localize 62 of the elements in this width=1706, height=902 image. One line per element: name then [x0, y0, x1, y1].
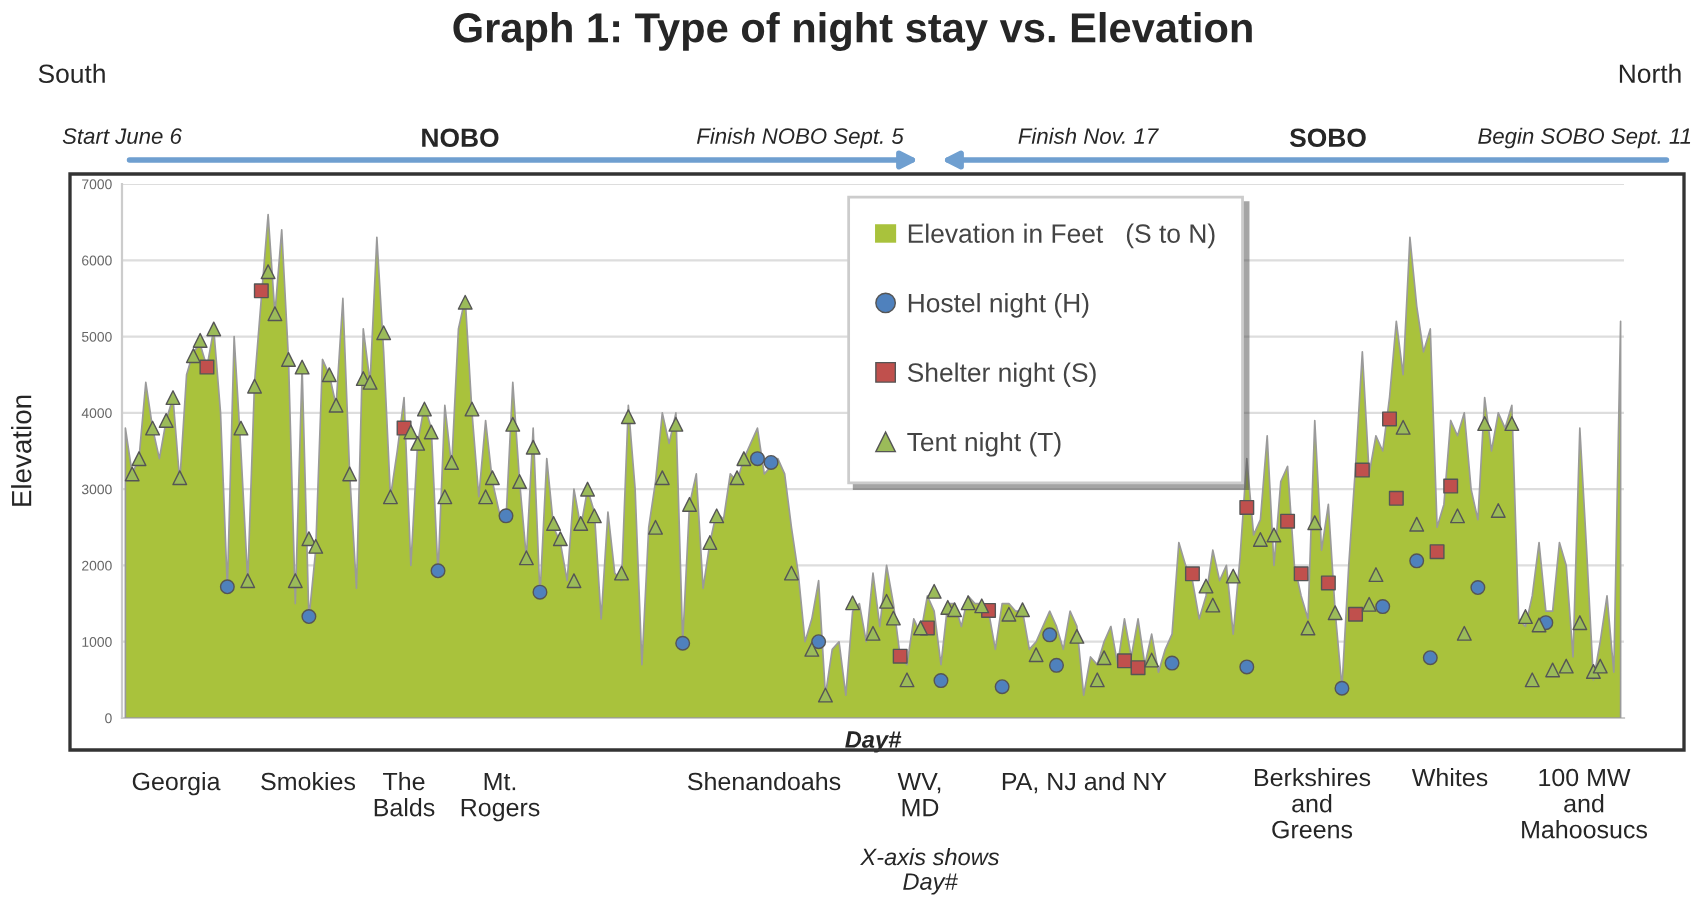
point	[1470, 580, 1486, 596]
point	[933, 673, 949, 689]
text: PA, NJ and NY	[1002, 772, 1167, 794]
text: Finish Nov. 17	[1018, 127, 1159, 144]
point	[199, 359, 215, 375]
point	[498, 508, 514, 524]
text: The Balds	[374, 772, 435, 817]
point	[749, 451, 765, 467]
text: X-axis shows Day#	[860, 848, 1000, 895]
text: Shenandoahs	[687, 772, 841, 791]
point	[1164, 655, 1180, 671]
point	[1409, 553, 1425, 569]
point	[532, 584, 548, 600]
point	[1443, 478, 1459, 494]
text: Georgia	[132, 772, 221, 796]
point	[430, 563, 446, 579]
point	[1354, 462, 1370, 478]
point	[763, 454, 779, 470]
point	[675, 635, 691, 651]
text: SOBO	[1289, 128, 1366, 148]
point	[1042, 627, 1058, 643]
chart-title: Graph 1: Type of night stay vs. Elevation	[453, 12, 1252, 52]
point	[1320, 575, 1336, 591]
legend-label: Shelter night (S)	[907, 362, 1096, 388]
point	[1382, 411, 1398, 427]
point	[811, 634, 827, 650]
legend-label: Hostel night (H)	[908, 293, 1089, 318]
point	[1348, 606, 1364, 622]
point	[1388, 490, 1404, 506]
point	[1375, 599, 1391, 615]
point	[219, 579, 235, 595]
point	[1184, 566, 1200, 582]
point	[301, 609, 317, 625]
y-axis-title: Elevation	[11, 395, 32, 506]
point	[994, 679, 1010, 695]
point	[253, 283, 269, 299]
point	[1334, 680, 1350, 696]
text: Finish NOBO Sept. 5	[696, 127, 904, 149]
point	[1239, 499, 1255, 515]
text: Mt. Rogers	[461, 772, 540, 822]
point	[1429, 544, 1445, 560]
point	[1293, 566, 1309, 582]
text: NOBO	[422, 128, 499, 148]
text: Begin SOBO Sept. 11	[1478, 127, 1691, 149]
text: North	[1619, 63, 1681, 84]
point	[1280, 513, 1296, 529]
legend-label: Tent night (T)	[907, 431, 1061, 457]
text: Whites	[1411, 768, 1488, 787]
text: 100 MW and Mahoosucs	[1522, 768, 1648, 839]
point	[892, 648, 908, 664]
text: Smokies	[261, 772, 356, 791]
point	[1422, 650, 1438, 666]
legend-label: Elevation in Feet (S to N)	[908, 223, 1215, 249]
point	[1116, 653, 1132, 669]
text: WV, MD	[897, 772, 941, 817]
text: South	[38, 63, 105, 84]
point	[1239, 659, 1255, 675]
point	[1130, 660, 1146, 676]
point	[1049, 657, 1065, 673]
x-axis-title: Day#	[845, 731, 902, 753]
text: Berkshires and Greens	[1255, 768, 1371, 839]
text: Start June 6	[62, 128, 182, 144]
